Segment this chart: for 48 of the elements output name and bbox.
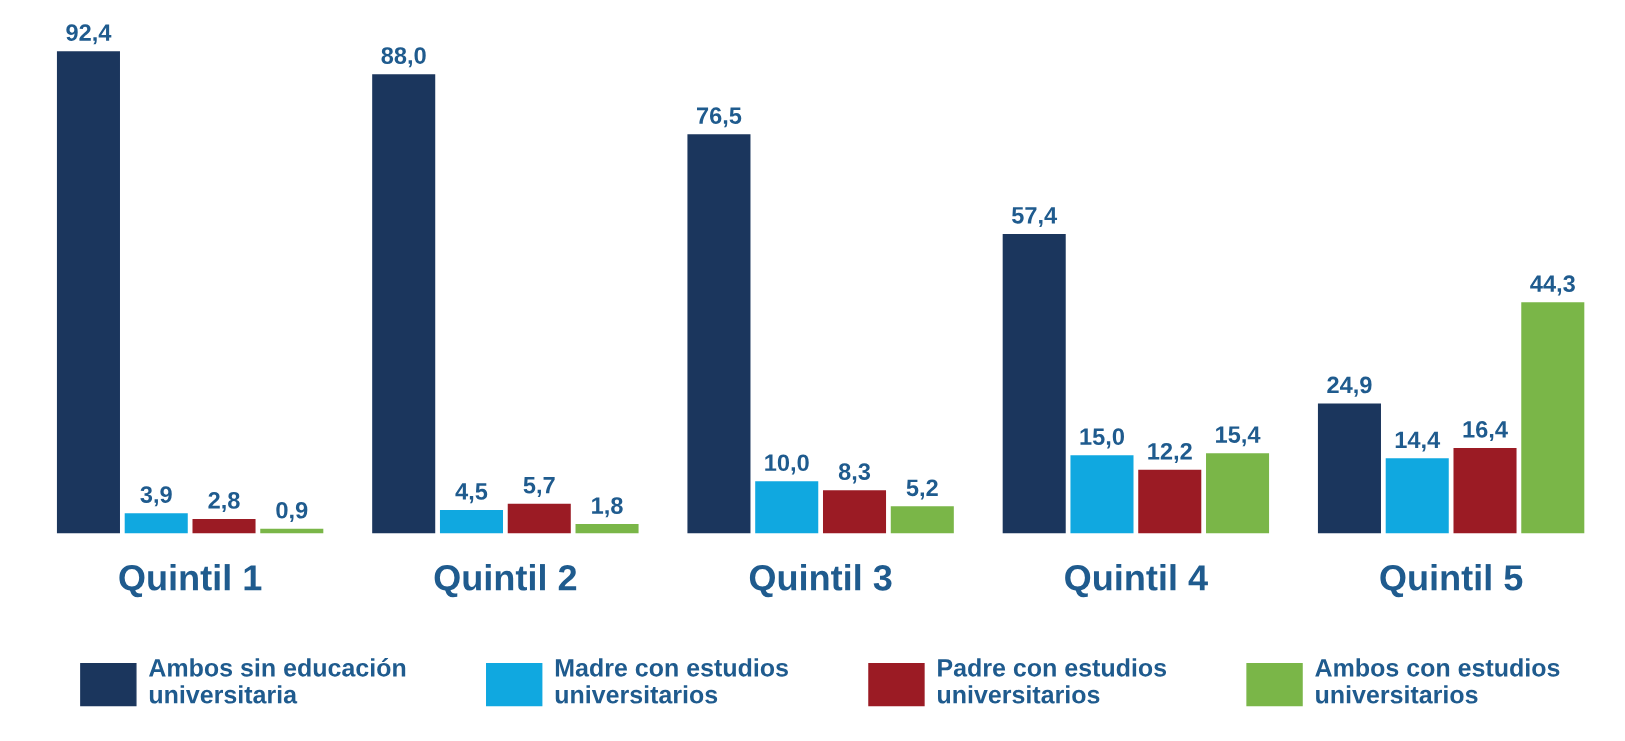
data-label: 88,0 <box>381 47 426 68</box>
data-label: 5,7 <box>523 477 555 497</box>
data-label: 1,8 <box>592 497 623 518</box>
x-tick-label: Quintil 5 <box>1380 564 1523 598</box>
bar <box>1206 453 1270 534</box>
bar <box>687 134 751 534</box>
data-label: 2,8 <box>208 491 240 513</box>
legend-label: Ambos sin educación universitaria <box>148 658 406 704</box>
data-label: 57,4 <box>1011 207 1058 228</box>
x-tick-label: Quintil 2 <box>434 564 577 598</box>
data-label: 16,4 <box>1463 420 1508 442</box>
x-tick-label: Quintil 1 <box>119 564 262 598</box>
bar <box>575 524 639 534</box>
bar <box>1521 302 1585 534</box>
bar <box>1070 455 1134 534</box>
bar <box>1138 469 1202 534</box>
bar <box>1453 447 1517 534</box>
legend-label: Padre con estudios universitarios <box>938 658 1167 704</box>
data-label: 14,4 <box>1395 431 1441 452</box>
data-label: 76,5 <box>697 107 742 128</box>
bar <box>56 51 120 534</box>
data-label: 12,2 <box>1148 442 1192 464</box>
data-label: 5,2 <box>906 479 938 500</box>
data-label: 3,9 <box>140 486 172 507</box>
bar <box>439 510 504 534</box>
data-label: 10,0 <box>765 454 809 475</box>
bar <box>372 74 436 534</box>
bar <box>755 481 819 534</box>
bar <box>192 518 256 534</box>
bar <box>890 506 954 534</box>
bar <box>1385 458 1449 534</box>
x-tick-label: Quintil 3 <box>749 564 892 598</box>
bar <box>507 503 571 534</box>
bar <box>822 490 887 534</box>
bar <box>1317 403 1381 534</box>
data-label: 4,5 <box>455 483 488 504</box>
legend-label: Madre con estudios universitarios <box>555 658 788 704</box>
data-label: 92,4 <box>66 24 112 45</box>
data-label: 0,9 <box>276 501 308 523</box>
data-label: 24,9 <box>1327 376 1372 397</box>
data-label: 44,3 <box>1530 275 1575 296</box>
data-label: 15,4 <box>1216 426 1261 447</box>
data-label: 8,3 <box>838 463 871 484</box>
bar <box>1002 233 1066 534</box>
legend-label: Ambos con estudios universitarios <box>1315 658 1560 704</box>
data-label: 15,0 <box>1080 428 1124 449</box>
x-tick-label: Quintil 4 <box>1065 564 1208 598</box>
bar <box>124 513 188 534</box>
